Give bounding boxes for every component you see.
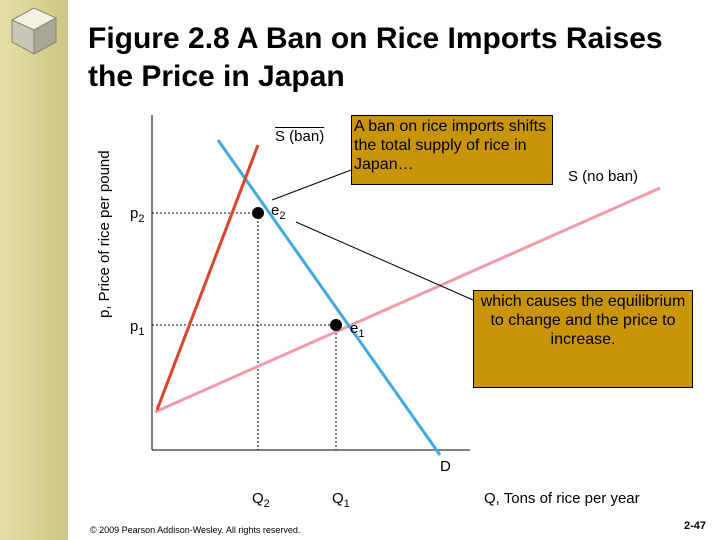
page-title: Figure 2.8 A Ban on Rice Imports Raises …: [88, 22, 663, 93]
q2-label: Q2: [252, 490, 270, 510]
callout-equilibrium-change: which causes the equilibrium to change a…: [473, 290, 693, 388]
e2-label: e2: [271, 202, 286, 222]
p1-label: p1: [130, 318, 145, 338]
e1-label: e1: [350, 320, 365, 340]
copyright-footer: © 2009 Pearson Addison-Wesley. All right…: [90, 525, 301, 535]
page-number: 2-47: [684, 520, 707, 532]
callout-ban-shifts-supply: A ban on rice imports shifts the total s…: [351, 115, 553, 185]
equilibrium-point-e1: [330, 319, 342, 331]
decorative-sidebar: [0, 0, 68, 540]
p2-label: p2: [130, 205, 145, 225]
equilibrium-point-e2: [252, 207, 264, 219]
glass-cube-icon: [10, 7, 58, 55]
q1-label: Q1: [332, 490, 350, 510]
callout-pointer-right: [295, 221, 474, 301]
demand-curve: [216, 139, 442, 456]
supply-ban-label: S (ban): [275, 128, 325, 145]
callout-pointer-top: [271, 169, 352, 201]
x-axis-label: Q, Tons of rice per year: [484, 490, 640, 507]
supply-no-ban-label: S (no ban): [568, 168, 639, 185]
supply-ban-curve: [155, 144, 260, 411]
supply-no-ban-curve: [154, 186, 661, 414]
demand-label: D: [440, 458, 451, 475]
